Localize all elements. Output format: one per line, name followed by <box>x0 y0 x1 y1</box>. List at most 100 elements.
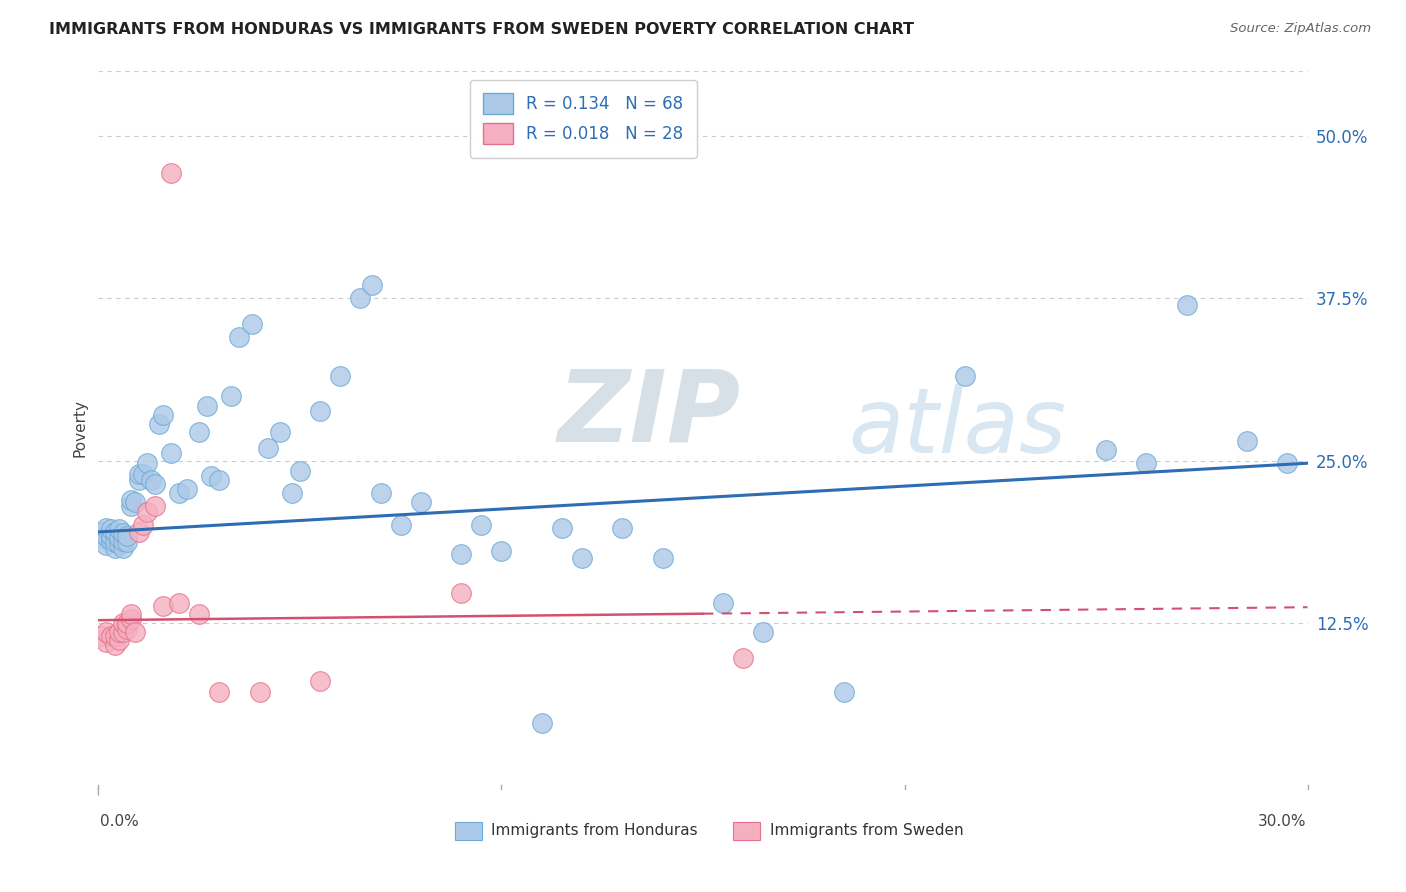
Point <box>135 506 157 520</box>
Point <box>107 632 129 647</box>
Point <box>115 535 138 549</box>
Point <box>115 529 138 543</box>
Point <box>188 607 211 621</box>
Point <box>188 425 211 439</box>
Point <box>269 425 291 439</box>
Point <box>329 369 352 384</box>
Point <box>148 417 170 432</box>
Point <box>111 526 134 541</box>
Point <box>111 615 134 630</box>
Point <box>309 404 332 418</box>
Point <box>96 521 118 535</box>
Point <box>491 544 513 558</box>
Point <box>152 408 174 422</box>
Point <box>107 532 129 546</box>
Point <box>200 469 222 483</box>
Text: Immigrants from Honduras: Immigrants from Honduras <box>492 823 697 838</box>
Point <box>91 532 114 546</box>
Point <box>139 473 162 487</box>
Point <box>107 522 129 536</box>
Point <box>530 715 553 730</box>
Point <box>309 674 332 689</box>
Text: IMMIGRANTS FROM HONDURAS VS IMMIGRANTS FROM SWEDEN POVERTY CORRELATION CHART: IMMIGRANTS FROM HONDURAS VS IMMIGRANTS F… <box>49 22 914 37</box>
Point <box>651 550 673 565</box>
Point <box>120 492 142 507</box>
Point <box>349 292 371 306</box>
Point <box>103 524 125 539</box>
Point <box>450 586 472 600</box>
Point <box>389 518 412 533</box>
Text: atlas: atlas <box>848 384 1066 472</box>
Point <box>100 522 122 536</box>
Point <box>120 499 142 513</box>
Point <box>195 399 218 413</box>
Point <box>281 486 304 500</box>
Point <box>450 547 472 561</box>
Point <box>228 330 250 344</box>
Point <box>128 473 150 487</box>
Point <box>132 518 155 533</box>
Point <box>111 541 134 555</box>
Point <box>167 486 190 500</box>
Point <box>143 477 166 491</box>
Point <box>832 684 855 698</box>
Point <box>96 635 118 649</box>
Point <box>124 495 146 509</box>
Point <box>370 486 392 500</box>
Point <box>100 629 122 643</box>
Point <box>176 482 198 496</box>
Point <box>1135 456 1157 470</box>
Point <box>135 456 157 470</box>
Point <box>96 529 118 543</box>
Point <box>256 441 278 455</box>
Point <box>96 538 118 552</box>
FancyBboxPatch shape <box>456 822 482 840</box>
Text: Source: ZipAtlas.com: Source: ZipAtlas.com <box>1230 22 1371 36</box>
Point <box>551 521 574 535</box>
Point <box>240 318 263 332</box>
Point <box>152 599 174 613</box>
Point <box>221 389 243 403</box>
Point <box>115 622 138 636</box>
Point <box>107 624 129 639</box>
Y-axis label: Poverty: Poverty <box>72 399 87 458</box>
Point <box>470 518 492 533</box>
Point <box>115 615 138 630</box>
Point <box>120 612 142 626</box>
Text: ZIP: ZIP <box>558 366 741 462</box>
Point <box>143 499 166 513</box>
Point <box>103 541 125 555</box>
Point <box>1175 298 1198 312</box>
Legend: R = 0.134   N = 68, R = 0.018   N = 28: R = 0.134 N = 68, R = 0.018 N = 28 <box>470 79 696 158</box>
Point <box>111 624 134 639</box>
Point <box>288 464 311 478</box>
Point <box>953 369 976 384</box>
Point <box>96 624 118 639</box>
Point <box>91 629 114 643</box>
FancyBboxPatch shape <box>734 822 759 840</box>
Point <box>100 529 122 543</box>
Point <box>208 473 231 487</box>
Point <box>103 535 125 549</box>
Point <box>124 624 146 639</box>
Point <box>208 684 231 698</box>
Text: 0.0%: 0.0% <box>100 814 138 829</box>
Point <box>128 467 150 481</box>
Point <box>91 524 114 539</box>
Point <box>107 536 129 550</box>
Point <box>160 446 183 460</box>
Point <box>120 607 142 621</box>
Point <box>103 629 125 643</box>
Point <box>612 521 634 535</box>
Point <box>711 596 734 610</box>
Point <box>1095 443 1118 458</box>
Text: 30.0%: 30.0% <box>1258 814 1306 829</box>
Point <box>103 638 125 652</box>
Point <box>571 550 593 565</box>
Point <box>249 684 271 698</box>
Point <box>100 534 122 549</box>
Point <box>1236 434 1258 449</box>
Point <box>752 624 775 639</box>
Point <box>160 165 183 179</box>
Point <box>733 650 755 665</box>
